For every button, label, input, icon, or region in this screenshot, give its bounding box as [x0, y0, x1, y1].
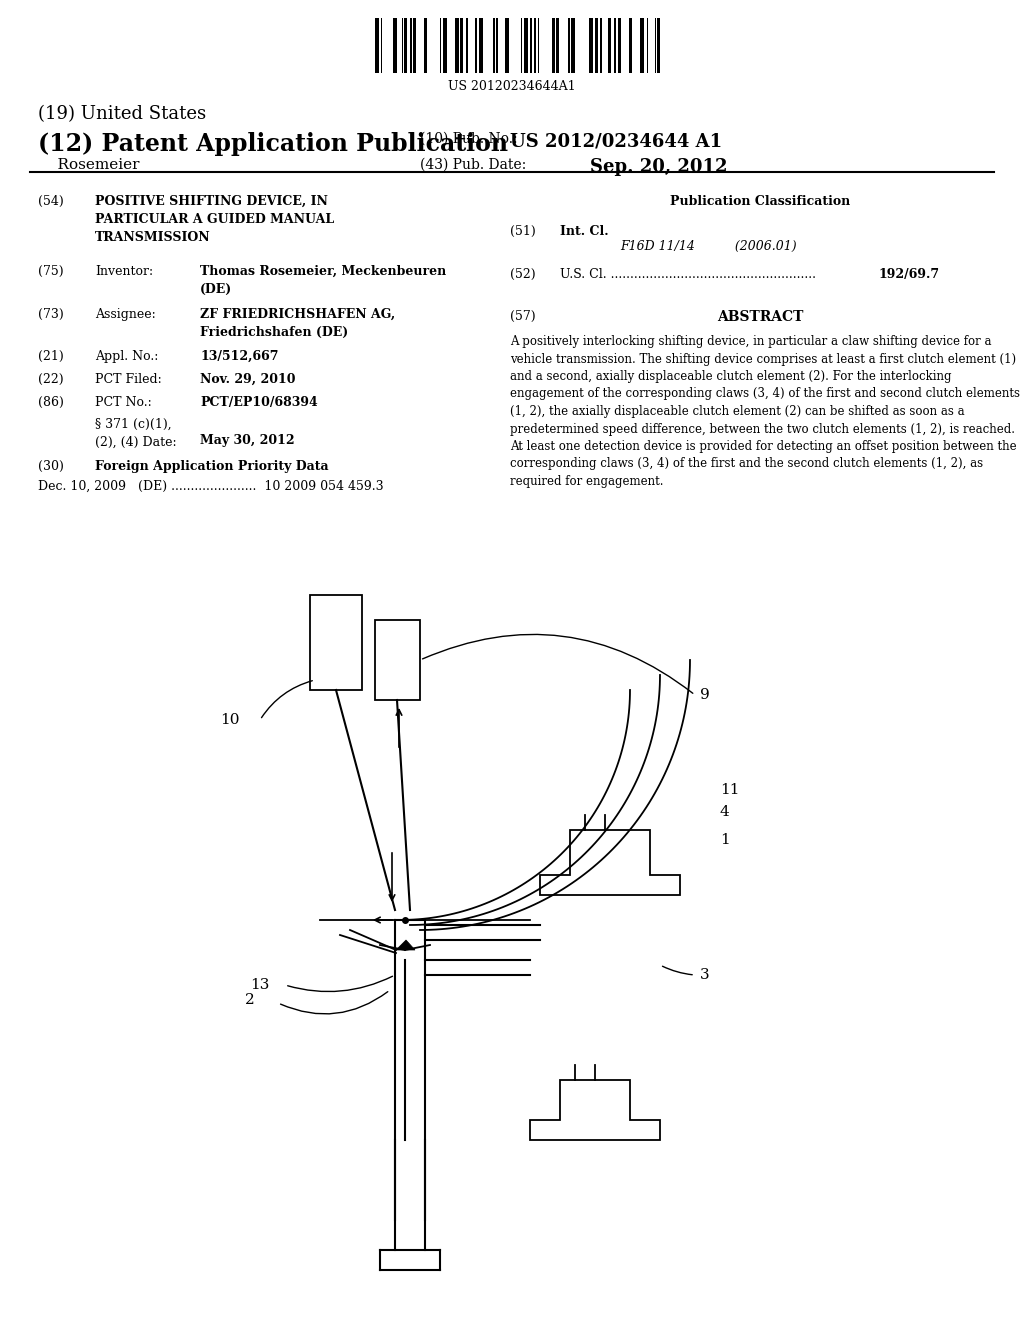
Text: (10) Pub. No.:: (10) Pub. No.:: [420, 132, 517, 147]
Text: (75): (75): [38, 265, 63, 279]
Text: Rosemeier: Rosemeier: [38, 158, 139, 172]
Text: Inventor:: Inventor:: [95, 265, 154, 279]
Bar: [600, 18, 602, 73]
Text: A positively interlocking shifting device, in particular a claw shifting device : A positively interlocking shifting devic…: [510, 335, 1020, 488]
Text: Sep. 20, 2012: Sep. 20, 2012: [590, 158, 727, 176]
Text: US 2012/0234644 A1: US 2012/0234644 A1: [510, 132, 722, 150]
Bar: [571, 18, 575, 73]
Text: (43) Pub. Date:: (43) Pub. Date:: [420, 158, 526, 172]
Text: (19) United States: (19) United States: [38, 106, 206, 123]
Bar: [614, 18, 616, 73]
Text: 9: 9: [700, 688, 710, 702]
Text: 13/512,667: 13/512,667: [200, 350, 279, 363]
Bar: [404, 18, 407, 73]
Bar: [524, 18, 528, 73]
Bar: [413, 18, 416, 73]
Bar: [530, 18, 532, 73]
Text: (21): (21): [38, 350, 63, 363]
Text: 4: 4: [720, 805, 730, 818]
Bar: [629, 18, 632, 73]
Text: U.S. Cl. .....................................................: U.S. Cl. ...............................…: [560, 268, 816, 281]
Text: 11: 11: [720, 783, 739, 797]
Text: (12) Patent Application Publication: (12) Patent Application Publication: [38, 132, 508, 156]
Text: Assignee:: Assignee:: [95, 308, 156, 321]
Bar: [455, 18, 459, 73]
Bar: [410, 18, 412, 73]
Text: (54): (54): [38, 195, 63, 209]
Bar: [505, 18, 509, 73]
Text: 2: 2: [245, 993, 255, 1007]
Bar: [556, 18, 559, 73]
Bar: [443, 18, 447, 73]
Bar: [393, 18, 397, 73]
Text: (30): (30): [38, 459, 63, 473]
Text: PCT Filed:: PCT Filed:: [95, 374, 162, 385]
Text: § 371 (c)(1),
(2), (4) Date:: § 371 (c)(1), (2), (4) Date:: [95, 418, 176, 449]
Bar: [608, 18, 611, 73]
Text: Nov. 29, 2010: Nov. 29, 2010: [200, 374, 296, 385]
Text: 13: 13: [250, 978, 269, 993]
Text: ABSTRACT: ABSTRACT: [717, 310, 803, 323]
Bar: [595, 18, 598, 73]
Text: F16D 11/14          (2006.01): F16D 11/14 (2006.01): [620, 240, 797, 253]
Bar: [589, 18, 593, 73]
Text: 192/69.7: 192/69.7: [879, 268, 940, 281]
Text: Dec. 10, 2009   (DE) ......................  10 2009 054 459.3: Dec. 10, 2009 (DE) .....................…: [38, 480, 384, 492]
Bar: [424, 18, 427, 73]
Bar: [310, 595, 362, 690]
Text: 1: 1: [720, 833, 730, 847]
Bar: [375, 620, 420, 700]
Text: Appl. No.:: Appl. No.:: [95, 350, 159, 363]
Text: (86): (86): [38, 396, 63, 409]
Bar: [493, 18, 495, 73]
Bar: [657, 18, 660, 73]
Text: PCT/EP10/68394: PCT/EP10/68394: [200, 396, 317, 409]
Bar: [466, 18, 468, 73]
Bar: [534, 18, 536, 73]
Text: POSITIVE SHIFTING DEVICE, IN
PARTICULAR A GUIDED MANUAL
TRANSMISSION: POSITIVE SHIFTING DEVICE, IN PARTICULAR …: [95, 195, 334, 244]
Bar: [479, 18, 483, 73]
Text: (22): (22): [38, 374, 63, 385]
Text: ZF FRIEDRICHSHAFEN AG,
Friedrichshafen (DE): ZF FRIEDRICHSHAFEN AG, Friedrichshafen (…: [200, 308, 395, 339]
Text: PCT No.:: PCT No.:: [95, 396, 152, 409]
Text: (51): (51): [510, 224, 536, 238]
Bar: [460, 18, 463, 73]
Bar: [552, 18, 555, 73]
Text: (57): (57): [510, 310, 536, 323]
Bar: [618, 18, 621, 73]
Bar: [375, 18, 379, 73]
Bar: [496, 18, 498, 73]
Text: Int. Cl.: Int. Cl.: [560, 224, 608, 238]
Bar: [475, 18, 477, 73]
Text: 10: 10: [220, 713, 240, 727]
Text: Publication Classification: Publication Classification: [670, 195, 850, 209]
Text: May 30, 2012: May 30, 2012: [200, 434, 295, 447]
Text: 3: 3: [700, 968, 710, 982]
Bar: [568, 18, 570, 73]
Text: (73): (73): [38, 308, 63, 321]
Polygon shape: [396, 940, 415, 950]
Text: US 20120234644A1: US 20120234644A1: [449, 81, 575, 92]
Text: (52): (52): [510, 268, 536, 281]
Bar: [640, 18, 644, 73]
Text: Foreign Application Priority Data: Foreign Application Priority Data: [95, 459, 329, 473]
Text: Thomas Rosemeier, Meckenbeuren
(DE): Thomas Rosemeier, Meckenbeuren (DE): [200, 265, 446, 296]
